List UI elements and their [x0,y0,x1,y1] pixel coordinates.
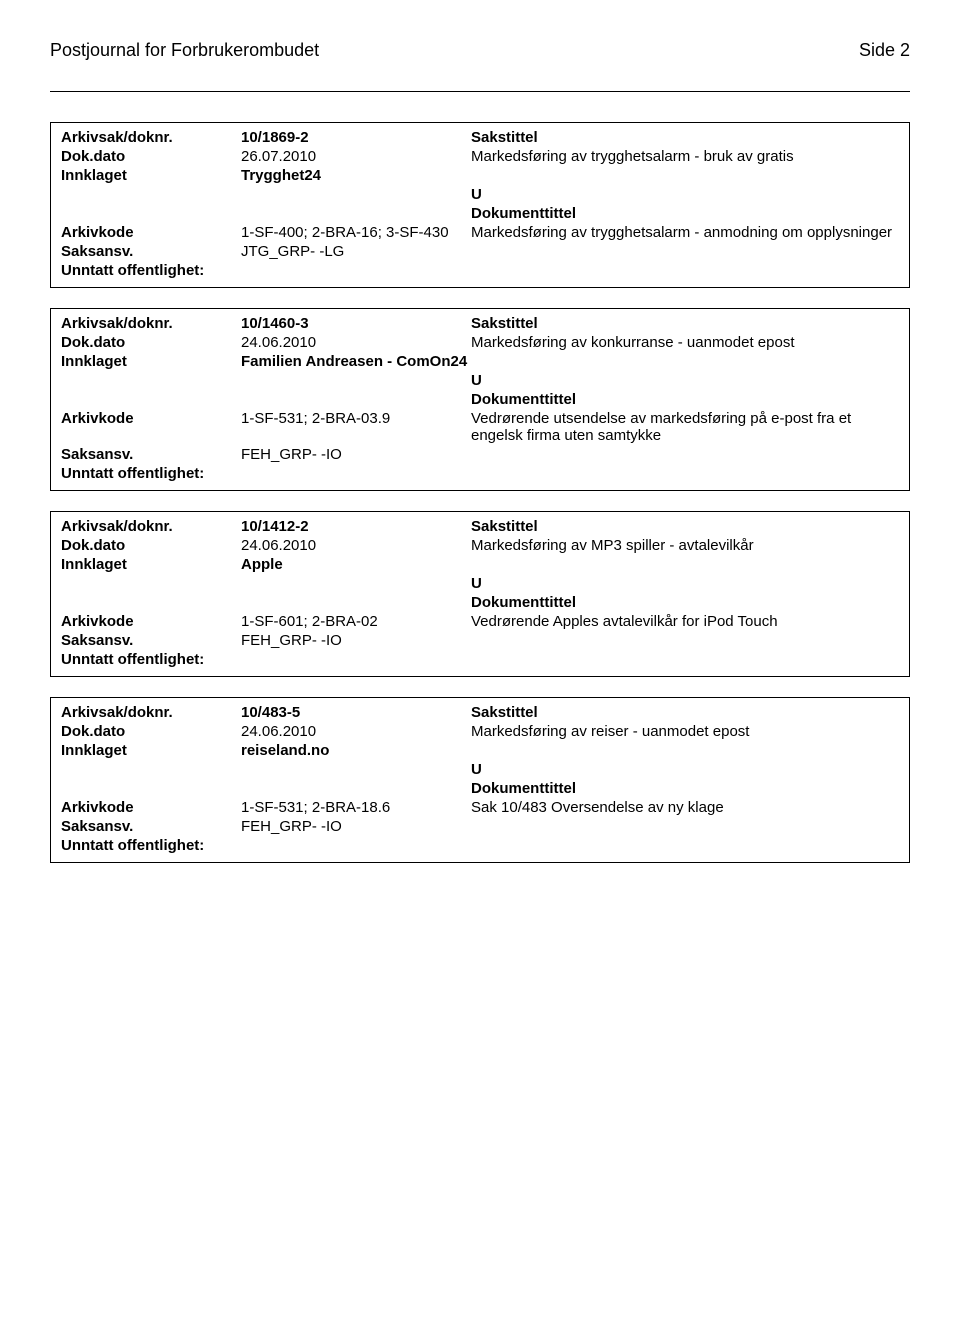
label-arkivkode: Arkivkode [61,799,241,816]
record: Arkivsak/doknr.10/1869-2Sakstittel Dok.da… [50,122,910,288]
value-arkivkode: 1-SF-531; 2-BRA-03.9 [241,410,471,427]
label-sakstittel: Sakstittel [471,129,899,146]
label-innklaget: Innklaget [61,167,241,184]
value-saksansv: FEH_GRP- -IO [241,446,471,463]
label-unntatt: Unntatt offentlighet: [61,465,204,482]
value-dokumenttittel: Sak 10/483 Oversendelse av ny klage [471,799,899,816]
value-innklaget: reiseland.no [241,742,471,759]
label-saksansv: Saksansv. [61,818,241,835]
value-dokumenttittel: Markedsføring av trygghetsalarm - anmodn… [471,224,899,241]
value-arkivkode: 1-SF-531; 2-BRA-18.6 [241,799,471,816]
value-saksansv: FEH_GRP- -IO [241,818,471,835]
value-sakstittel: Markedsføring av konkurranse - uanmodet … [471,334,899,351]
label-dokumenttittel: Dokumenttittel [471,780,899,797]
value-innklaget: Familien Andreasen - ComOn24 [241,353,471,370]
label-dokdato: Dok.dato [61,334,241,351]
label-dokdato: Dok.dato [61,537,241,554]
label-saksansv: Saksansv. [61,446,241,463]
value-dokdato: 24.06.2010 [241,723,471,740]
value-saksansv: JTG_GRP- -LG [241,243,471,260]
label-arkivkode: Arkivkode [61,613,241,630]
label-sakstittel: Sakstittel [471,704,899,721]
value-arkivkode: 1-SF-601; 2-BRA-02 [241,613,471,630]
value-saksansv: FEH_GRP- -IO [241,632,471,649]
label-dokdato: Dok.dato [61,148,241,165]
record: Arkivsak/doknr.10/1460-3Sakstittel Dok.da… [50,308,910,491]
label-dokumenttittel: Dokumenttittel [471,594,899,611]
label-arkivsak: Arkivsak/doknr. [61,129,241,146]
value-u: U [471,186,899,203]
label-unntatt: Unntatt offentlighet: [61,837,204,854]
label-arkivkode: Arkivkode [61,410,241,427]
value-sakstittel: Markedsføring av reiser - uanmodet epost [471,723,899,740]
value-sakstittel: Markedsføring av MP3 spiller - avtalevil… [471,537,899,554]
label-unntatt: Unntatt offentlighet: [61,651,204,668]
label-saksansv: Saksansv. [61,243,241,260]
label-unntatt: Unntatt offentlighet: [61,262,204,279]
label-dokdato: Dok.dato [61,723,241,740]
label-arkivsak: Arkivsak/doknr. [61,704,241,721]
record: Arkivsak/doknr.10/1412-2Sakstittel Dok.da… [50,511,910,677]
label-innklaget: Innklaget [61,556,241,573]
label-innklaget: Innklaget [61,353,241,370]
label-saksansv: Saksansv. [61,632,241,649]
value-arkivsak: 10/1460-3 [241,315,471,332]
label-arkivkode: Arkivkode [61,224,241,241]
value-dokdato: 26.07.2010 [241,148,471,165]
label-dokumenttittel: Dokumenttittel [471,391,899,408]
header-title: Postjournal for Forbrukerombudet [50,40,319,61]
label-dokumenttittel: Dokumenttittel [471,205,899,222]
label-innklaget: Innklaget [61,742,241,759]
divider [50,91,910,92]
value-u: U [471,575,899,592]
page-header: Postjournal for Forbrukerombudet Side 2 [50,40,910,61]
value-arkivsak: 10/483-5 [241,704,471,721]
value-arkivsak: 10/1869-2 [241,129,471,146]
label-arkivsak: Arkivsak/doknr. [61,518,241,535]
value-arkivkode: 1-SF-400; 2-BRA-16; 3-SF-430 [241,224,471,241]
label-sakstittel: Sakstittel [471,518,899,535]
value-dokdato: 24.06.2010 [241,537,471,554]
page-number: Side 2 [859,40,910,61]
value-sakstittel: Markedsføring av trygghetsalarm - bruk a… [471,148,899,165]
label-arkivsak: Arkivsak/doknr. [61,315,241,332]
value-innklaget: Apple [241,556,471,573]
value-innklaget: Trygghet24 [241,167,471,184]
label-sakstittel: Sakstittel [471,315,899,332]
value-dokumenttittel: Vedrørende Apples avtalevilkår for iPod … [471,613,899,630]
value-u: U [471,761,899,778]
value-dokumenttittel: Vedrørende utsendelse av markedsføring p… [471,410,899,444]
value-dokdato: 24.06.2010 [241,334,471,351]
value-u: U [471,372,899,389]
value-arkivsak: 10/1412-2 [241,518,471,535]
record: Arkivsak/doknr.10/483-5Sakstittel Dok.dat… [50,697,910,863]
